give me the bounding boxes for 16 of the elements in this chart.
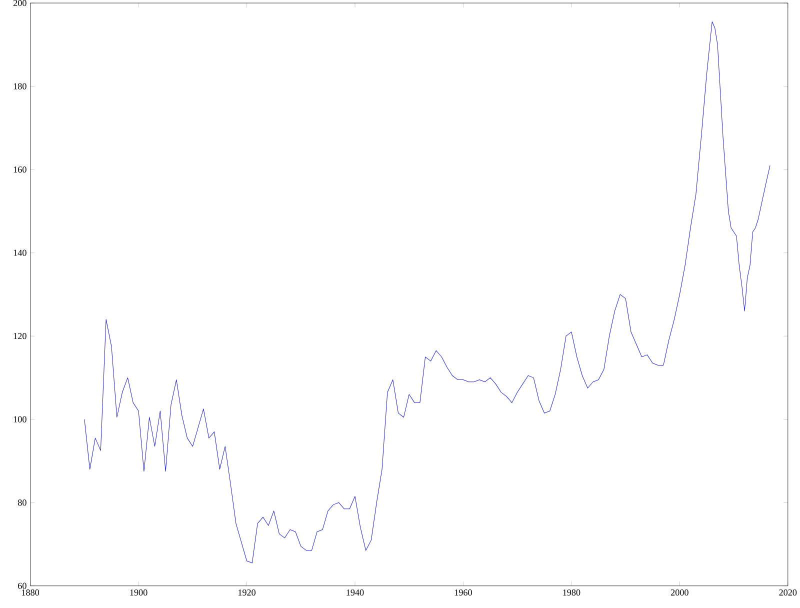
y-tick-label: 140 — [14, 250, 26, 256]
y-tick-label: 60 — [18, 582, 26, 589]
y-tick-label: 180 — [14, 83, 26, 90]
x-tick-label: 2000 — [670, 589, 688, 596]
y-tick-label: 200 — [13, 0, 26, 6]
y-tick-label: 120 — [14, 332, 26, 340]
x-tick-label: 1900 — [130, 589, 148, 596]
x-tick-label: 1920 — [238, 589, 256, 596]
x-tick-label: 1960 — [454, 589, 472, 596]
x-tick-label: 1880 — [22, 589, 40, 596]
x-tick-label: 1940 — [346, 589, 364, 596]
x-tick-label: 1980 — [563, 589, 580, 596]
y-tick-label: 100 — [14, 416, 26, 422]
y-tick-label: 80 — [18, 499, 26, 506]
x-tick-label: 2020 — [779, 589, 797, 596]
y-tick-label: 160 — [14, 166, 26, 173]
